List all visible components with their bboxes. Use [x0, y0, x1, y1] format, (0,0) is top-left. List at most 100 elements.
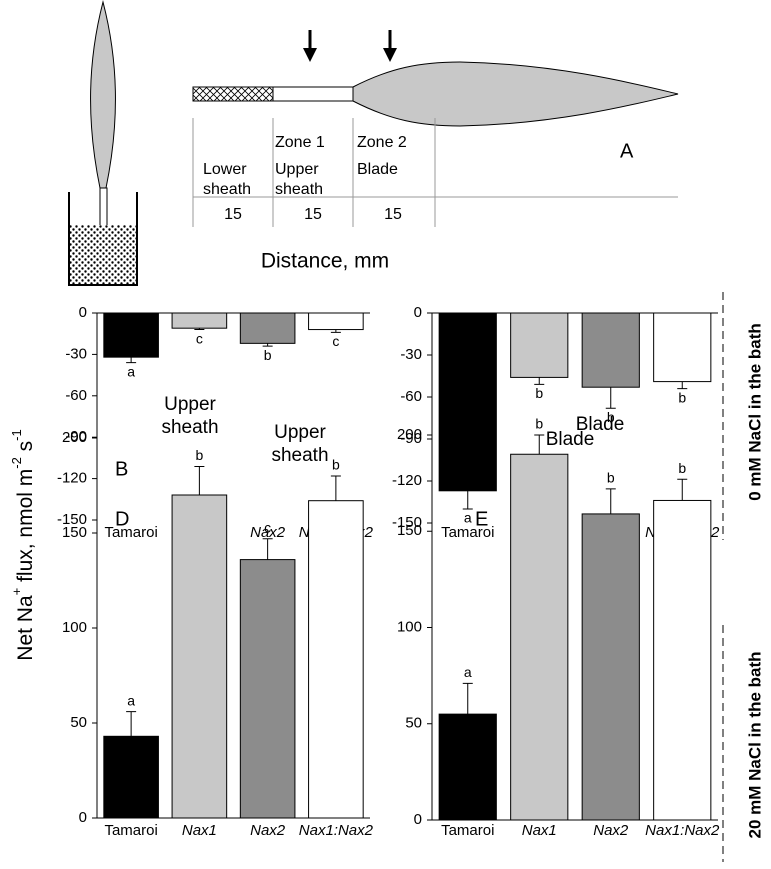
- bar: [103, 735, 159, 819]
- error-bar: [534, 434, 545, 455]
- zone-name: sheath: [203, 181, 251, 198]
- distance-value: 15: [224, 206, 242, 223]
- x-tick-label: Tamaroi: [441, 822, 494, 839]
- panel-label: A: [620, 140, 634, 162]
- annotation: sheath: [161, 417, 218, 438]
- bar: [171, 312, 228, 329]
- bar: [103, 312, 159, 358]
- y-tick-label: -120: [57, 470, 87, 487]
- error-bar: [262, 538, 273, 560]
- significance-letter: b: [607, 470, 615, 486]
- bar: [581, 312, 640, 388]
- error-bar: [677, 478, 688, 501]
- plant-drawing: [68, 0, 138, 286]
- error-bar: [462, 490, 473, 510]
- y-tick-label: -30: [400, 346, 422, 363]
- x-tick-label: Tamaroi: [441, 524, 494, 541]
- y-tick-label: 200: [62, 429, 87, 446]
- y-axis-label-part: -2: [9, 457, 24, 469]
- side-label: 20 mM NaCl in the bath: [745, 651, 764, 838]
- y-tick-label: 0: [414, 811, 422, 828]
- bar: [438, 713, 497, 821]
- y-tick-label: 0: [414, 304, 422, 321]
- bar: [308, 500, 364, 819]
- axis-label: Distance, mm: [261, 250, 389, 273]
- significance-letter: a: [464, 664, 472, 680]
- y-tick-label: -90: [65, 428, 87, 445]
- y-axis-label: Net Na+ flux, nmol m-2 s-1: [9, 429, 36, 660]
- zone-label: Zone 1: [275, 134, 325, 151]
- y-axis-label-part: +: [9, 588, 24, 596]
- significance-letter: b: [332, 457, 340, 473]
- annotation: Blade: [576, 414, 625, 435]
- significance-letter: c: [196, 330, 203, 346]
- significance-letter: a: [464, 510, 472, 526]
- error-bar: [534, 377, 545, 385]
- side-label: 0 mM NaCl in the bath: [745, 323, 764, 501]
- zone-name: sheath: [275, 181, 323, 198]
- significance-letter: b: [678, 460, 686, 476]
- x-tick-label: Tamaroi: [104, 822, 157, 839]
- bar: [510, 312, 569, 378]
- distance-table: Lower sheath 15 Zone 1 Upper sheath 15 Zone 2 Bl…: [203, 134, 634, 272]
- significance-letter: b: [535, 416, 543, 432]
- x-tick-label: Nax1: [182, 822, 217, 839]
- y-axis-label-part: flux, nmol m: [14, 469, 37, 588]
- significance-letter: b: [264, 347, 272, 363]
- y-tick-label: 150: [62, 524, 87, 541]
- zone-name: Lower: [203, 161, 247, 178]
- bar: [239, 559, 296, 819]
- error-bar: [194, 328, 205, 331]
- bar: [653, 499, 712, 821]
- x-tick-label: Nax1: [522, 822, 557, 839]
- annotation: Upper: [274, 422, 326, 443]
- zone-name: Blade: [357, 161, 398, 178]
- y-tick-label: 100: [397, 618, 422, 635]
- error-bar: [126, 357, 137, 364]
- panel-label: B: [115, 458, 128, 480]
- x-tick-label: Nax1:Nax2: [299, 822, 374, 839]
- y-tick-label: -60: [65, 387, 87, 404]
- x-tick-label: Nax1:Nax2: [645, 822, 720, 839]
- annotation: sheath: [271, 445, 328, 466]
- y-axis-label-part: s: [14, 441, 37, 457]
- y-tick-label: 200: [397, 426, 422, 443]
- x-tick-label: Nax2: [250, 822, 286, 839]
- panel-label: D: [115, 508, 129, 530]
- y-tick-label: -120: [392, 472, 422, 489]
- significance-letter: c: [264, 519, 271, 535]
- y-axis-label-part: -1: [9, 429, 24, 441]
- y-tick-label: -60: [400, 388, 422, 405]
- panel-label: E: [475, 508, 488, 530]
- bar: [438, 312, 497, 492]
- significance-letter: a: [127, 363, 135, 379]
- y-tick-label: 50: [405, 715, 422, 732]
- error-bar: [126, 711, 137, 737]
- bar: [510, 453, 569, 821]
- bar: [308, 312, 364, 331]
- error-bar: [605, 488, 616, 514]
- y-tick-label: -30: [65, 345, 87, 362]
- bar: [171, 494, 228, 819]
- y-tick-label: 100: [62, 619, 87, 636]
- significance-letter: b: [678, 389, 686, 405]
- x-tick-label: Tamaroi: [104, 524, 157, 541]
- y-tick-label: 50: [70, 714, 87, 731]
- annotation: Blade: [546, 429, 595, 450]
- significance-letter: b: [195, 447, 203, 463]
- y-tick-label: 0: [79, 809, 87, 826]
- zone-name: Upper: [275, 161, 319, 178]
- error-bar: [262, 343, 273, 347]
- annotation: Upper: [164, 394, 216, 415]
- distance-value: 15: [384, 206, 402, 223]
- error-bar: [330, 475, 341, 501]
- bar: [581, 513, 640, 821]
- significance-letter: c: [332, 333, 339, 349]
- error-bar: [677, 381, 688, 390]
- y-tick-label: 0: [79, 304, 87, 321]
- y-tick-label: -90: [400, 430, 422, 447]
- x-tick-label: Nax2: [250, 524, 286, 541]
- y-tick-label: -150: [392, 514, 422, 531]
- error-bar: [462, 682, 473, 715]
